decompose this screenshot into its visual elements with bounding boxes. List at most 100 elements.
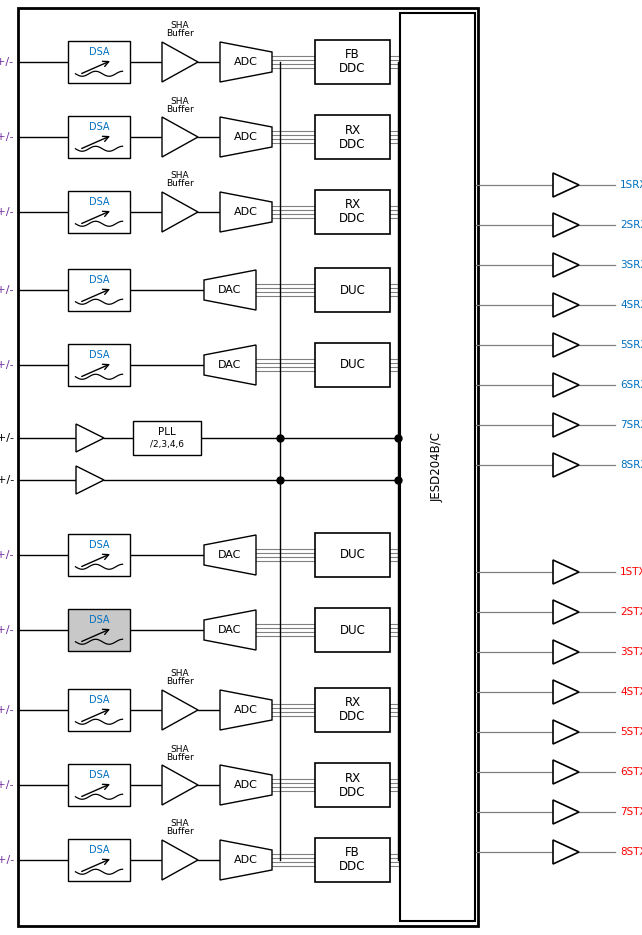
Polygon shape	[220, 192, 272, 232]
Polygon shape	[162, 690, 198, 730]
Text: ADC: ADC	[234, 780, 258, 790]
Text: 2RX+/-: 2RX+/-	[0, 207, 14, 217]
Text: DSA: DSA	[89, 696, 109, 705]
Text: 3TX+/-: 3TX+/-	[0, 550, 14, 560]
Bar	[18, 8, 478, 926]
Text: 4TX+/-: 4TX+/-	[0, 625, 14, 635]
Polygon shape	[553, 373, 579, 397]
Text: DAC: DAC	[218, 285, 241, 295]
Polygon shape	[553, 680, 579, 704]
Polygon shape	[220, 42, 272, 82]
Text: ADC: ADC	[234, 705, 258, 715]
Bar	[400, 13, 475, 921]
Text: FB: FB	[345, 49, 360, 62]
Text: DSA: DSA	[89, 197, 109, 208]
Text: DSA: DSA	[89, 48, 109, 57]
Text: JESD204B/C: JESD204B/C	[431, 432, 444, 502]
Polygon shape	[553, 800, 579, 824]
Text: Buffer: Buffer	[166, 753, 194, 761]
Polygon shape	[220, 690, 272, 730]
Text: ADC: ADC	[234, 132, 258, 142]
Text: DSA: DSA	[89, 770, 109, 781]
Bar	[68, 764, 130, 806]
Text: SHA: SHA	[171, 669, 189, 679]
Text: 5STX+/-: 5STX+/-	[620, 727, 642, 737]
Text: CLKIN+/-: CLKIN+/-	[0, 433, 14, 443]
Text: DUC: DUC	[340, 624, 365, 637]
Text: 8SRX+/-: 8SRX+/-	[620, 460, 642, 470]
Polygon shape	[162, 117, 198, 157]
Text: Buffer: Buffer	[166, 105, 194, 113]
Text: Buffer: Buffer	[166, 827, 194, 837]
Polygon shape	[553, 640, 579, 664]
Polygon shape	[553, 760, 579, 784]
Text: SHA: SHA	[171, 22, 189, 31]
Text: 1SRX+/-: 1SRX+/-	[620, 180, 642, 190]
Text: DDC: DDC	[339, 63, 366, 76]
Bar	[315, 608, 390, 652]
Text: DDC: DDC	[339, 137, 366, 151]
Text: ADC: ADC	[234, 207, 258, 217]
Text: 4SRX+/-: 4SRX+/-	[620, 300, 642, 310]
Polygon shape	[204, 270, 256, 310]
Polygon shape	[204, 535, 256, 575]
Polygon shape	[162, 42, 198, 82]
Text: RX: RX	[345, 198, 361, 211]
Text: DUC: DUC	[340, 283, 365, 296]
Text: DSA: DSA	[89, 275, 109, 285]
Text: 7SRX+/-: 7SRX+/-	[620, 420, 642, 430]
Polygon shape	[553, 600, 579, 624]
Text: 2FB+/-: 2FB+/-	[0, 855, 14, 865]
Text: DDC: DDC	[339, 860, 366, 873]
Bar	[133, 421, 201, 455]
Bar	[315, 533, 390, 577]
Polygon shape	[76, 424, 104, 452]
Text: SHA: SHA	[171, 96, 189, 106]
Text: SYSREF+/-: SYSREF+/-	[0, 475, 14, 485]
Text: 4RX+/-: 4RX+/-	[0, 705, 14, 715]
Polygon shape	[553, 560, 579, 584]
Text: DDC: DDC	[339, 212, 366, 225]
Text: DSA: DSA	[89, 540, 109, 551]
Text: SHA: SHA	[171, 171, 189, 180]
Polygon shape	[220, 765, 272, 805]
Polygon shape	[553, 453, 579, 477]
Text: ADC: ADC	[234, 57, 258, 67]
Text: FB: FB	[345, 846, 360, 859]
Text: 5SRX+/-: 5SRX+/-	[620, 340, 642, 350]
Polygon shape	[204, 345, 256, 385]
Bar	[68, 191, 130, 233]
Polygon shape	[162, 765, 198, 805]
Polygon shape	[76, 466, 104, 494]
Text: DDC: DDC	[339, 785, 366, 798]
Polygon shape	[553, 840, 579, 864]
Text: 3RX+/-: 3RX+/-	[0, 780, 14, 790]
Polygon shape	[220, 840, 272, 880]
Text: 3STX+/-: 3STX+/-	[620, 647, 642, 657]
Polygon shape	[162, 192, 198, 232]
Bar	[68, 839, 130, 881]
Text: 7STX+/-: 7STX+/-	[620, 807, 642, 817]
Text: 6STX+/-: 6STX+/-	[620, 767, 642, 777]
Text: /2,3,4,6: /2,3,4,6	[150, 439, 184, 449]
Polygon shape	[553, 253, 579, 277]
Bar	[315, 343, 390, 387]
Bar	[315, 40, 390, 84]
Polygon shape	[553, 173, 579, 197]
Polygon shape	[553, 213, 579, 237]
Polygon shape	[162, 840, 198, 880]
Text: 1FB+/-: 1FB+/-	[0, 57, 14, 67]
Text: DSA: DSA	[89, 845, 109, 856]
Text: RX: RX	[345, 123, 361, 137]
Text: SHA: SHA	[171, 744, 189, 754]
Text: DSA: DSA	[89, 615, 109, 626]
Text: 2TX+/-: 2TX+/-	[0, 360, 14, 370]
Text: 3SRX+/-: 3SRX+/-	[620, 260, 642, 270]
Text: Buffer: Buffer	[166, 678, 194, 686]
Polygon shape	[553, 333, 579, 357]
Text: 2SRX+/-: 2SRX+/-	[620, 220, 642, 230]
Bar	[68, 269, 130, 311]
Bar	[68, 344, 130, 386]
Bar	[315, 688, 390, 732]
Text: DUC: DUC	[340, 358, 365, 371]
